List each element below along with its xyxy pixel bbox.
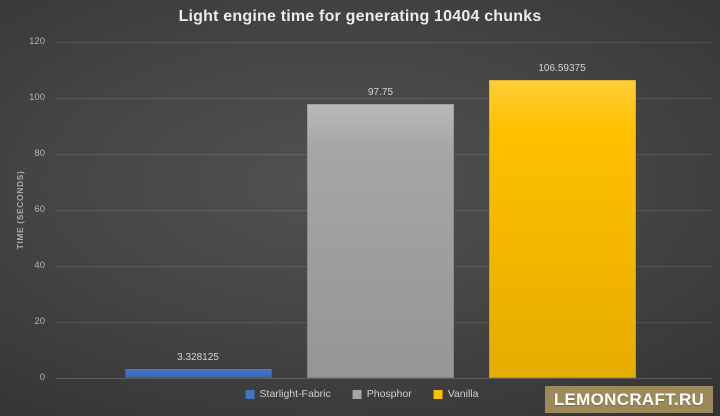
legend-label-vanilla: Vanilla (447, 388, 479, 400)
legend-swatch-starlight-fabric (245, 389, 255, 399)
gridline-0 (55, 378, 712, 379)
bar-value-label-starlight-fabric: 3.328125 (177, 351, 219, 363)
legend-item-vanilla: Vanilla (433, 388, 479, 400)
y-tick-label-100: 100 (29, 92, 45, 103)
y-axis: 0 20 40 60 80 100 120 (0, 37, 50, 383)
bar-value-label-vanilla: 106.59375 (538, 62, 586, 74)
legend-swatch-vanilla (433, 389, 443, 399)
legend-swatch-phosphor (352, 389, 362, 399)
y-tick-label-80: 80 (34, 148, 45, 159)
bar-vanilla (488, 79, 636, 378)
y-tick-label-60: 60 (34, 204, 45, 215)
watermark: LEMONCRAFT.RU (545, 386, 713, 413)
bar-starlight-fabric (124, 368, 272, 378)
y-tick-label-120: 120 (29, 36, 45, 47)
gridline-100 (55, 98, 712, 99)
legend-label-starlight-fabric: Starlight-Fabric (259, 388, 331, 400)
plot-area: 3.328125 97.75 106.59375 (55, 42, 712, 379)
legend-item-starlight-fabric: Starlight-Fabric (245, 388, 331, 400)
chart-title: Light engine time for generating 10404 c… (178, 8, 542, 25)
legend-label-phosphor: Phosphor (366, 388, 412, 400)
y-tick-label-20: 20 (34, 316, 45, 327)
gridline-120 (55, 42, 712, 43)
legend: Starlight-Fabric Phosphor Vanilla (245, 388, 479, 400)
legend-item-phosphor: Phosphor (352, 388, 412, 400)
y-tick-label-40: 40 (34, 260, 45, 271)
y-tick-label-0: 0 (39, 372, 45, 383)
bar-phosphor (307, 104, 454, 378)
bar-value-label-phosphor: 97.75 (367, 87, 394, 99)
